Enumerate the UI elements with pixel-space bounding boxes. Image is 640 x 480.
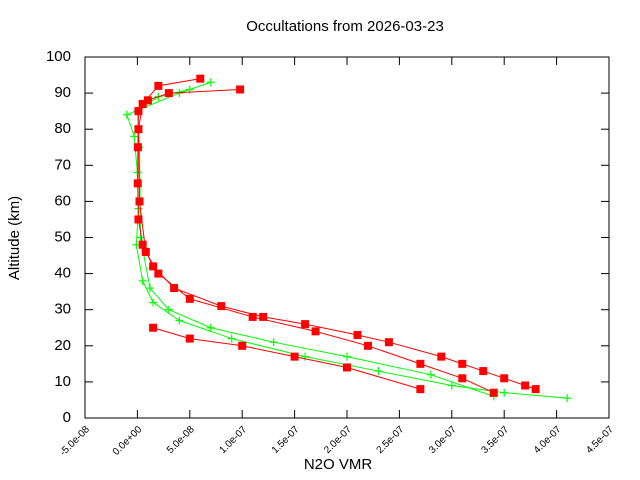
- y-tick-label: 10: [54, 373, 71, 390]
- point: [236, 85, 245, 94]
- point: [301, 320, 310, 329]
- y-tick-label: 60: [54, 192, 71, 209]
- point: [290, 352, 299, 361]
- y-tick-label: 100: [46, 48, 71, 65]
- series-line: [152, 327, 421, 390]
- y-axis-label: Altitude (km): [6, 196, 23, 280]
- point: [343, 363, 351, 372]
- series-line: [126, 81, 568, 399]
- plot-frame: [84, 56, 610, 419]
- point: [343, 352, 351, 361]
- point: [164, 89, 173, 98]
- y-tick-label: 90: [54, 84, 71, 101]
- point: [149, 323, 158, 332]
- point: [227, 334, 236, 343]
- point: [206, 323, 215, 332]
- point: [154, 269, 163, 278]
- point: [447, 381, 456, 390]
- point: [133, 179, 142, 188]
- y-tick-label: 70: [54, 156, 71, 173]
- point: [138, 99, 147, 108]
- y-tick-label: 20: [54, 337, 71, 354]
- point: [122, 110, 131, 119]
- point: [426, 370, 435, 379]
- point: [479, 367, 488, 376]
- point: [437, 352, 446, 361]
- chart-title: Occultations from 2026-03-23: [246, 18, 444, 35]
- point: [363, 341, 372, 350]
- x-axis-label: N2O VMR: [304, 456, 373, 473]
- point: [143, 96, 152, 105]
- point: [238, 341, 247, 350]
- series-line: [137, 78, 494, 394]
- point: [134, 107, 143, 116]
- point: [374, 367, 383, 376]
- point: [141, 247, 150, 256]
- point: [138, 240, 147, 249]
- point: [259, 312, 268, 321]
- point: [164, 305, 173, 314]
- point: [149, 262, 158, 271]
- point: [353, 330, 362, 339]
- point: [269, 338, 278, 347]
- point: [154, 81, 163, 90]
- point: [416, 385, 425, 394]
- point: [185, 294, 194, 303]
- point: [384, 338, 393, 347]
- point: [149, 298, 158, 307]
- point: [130, 132, 139, 141]
- point: [500, 388, 509, 397]
- point: [135, 197, 144, 206]
- y-tick-label: 80: [54, 120, 71, 137]
- point: [489, 388, 498, 397]
- y-tick-label: 50: [54, 228, 71, 245]
- point: [458, 374, 467, 383]
- point: [458, 359, 467, 368]
- point: [500, 374, 509, 383]
- point: [133, 143, 142, 152]
- point: [134, 215, 143, 224]
- point: [206, 78, 215, 87]
- y-tick-label: 30: [54, 301, 71, 318]
- point: [145, 284, 154, 293]
- point: [185, 334, 194, 343]
- point: [248, 312, 257, 321]
- y-tick-label: 0: [63, 409, 71, 426]
- point: [311, 327, 320, 336]
- y-tick-label: 40: [54, 265, 71, 282]
- point: [416, 359, 425, 368]
- point: [134, 125, 143, 134]
- point: [175, 316, 184, 325]
- point: [217, 302, 226, 311]
- point: [531, 385, 540, 394]
- point: [563, 394, 572, 403]
- point: [521, 381, 530, 390]
- point: [196, 74, 205, 83]
- point: [170, 284, 179, 293]
- point: [138, 276, 147, 285]
